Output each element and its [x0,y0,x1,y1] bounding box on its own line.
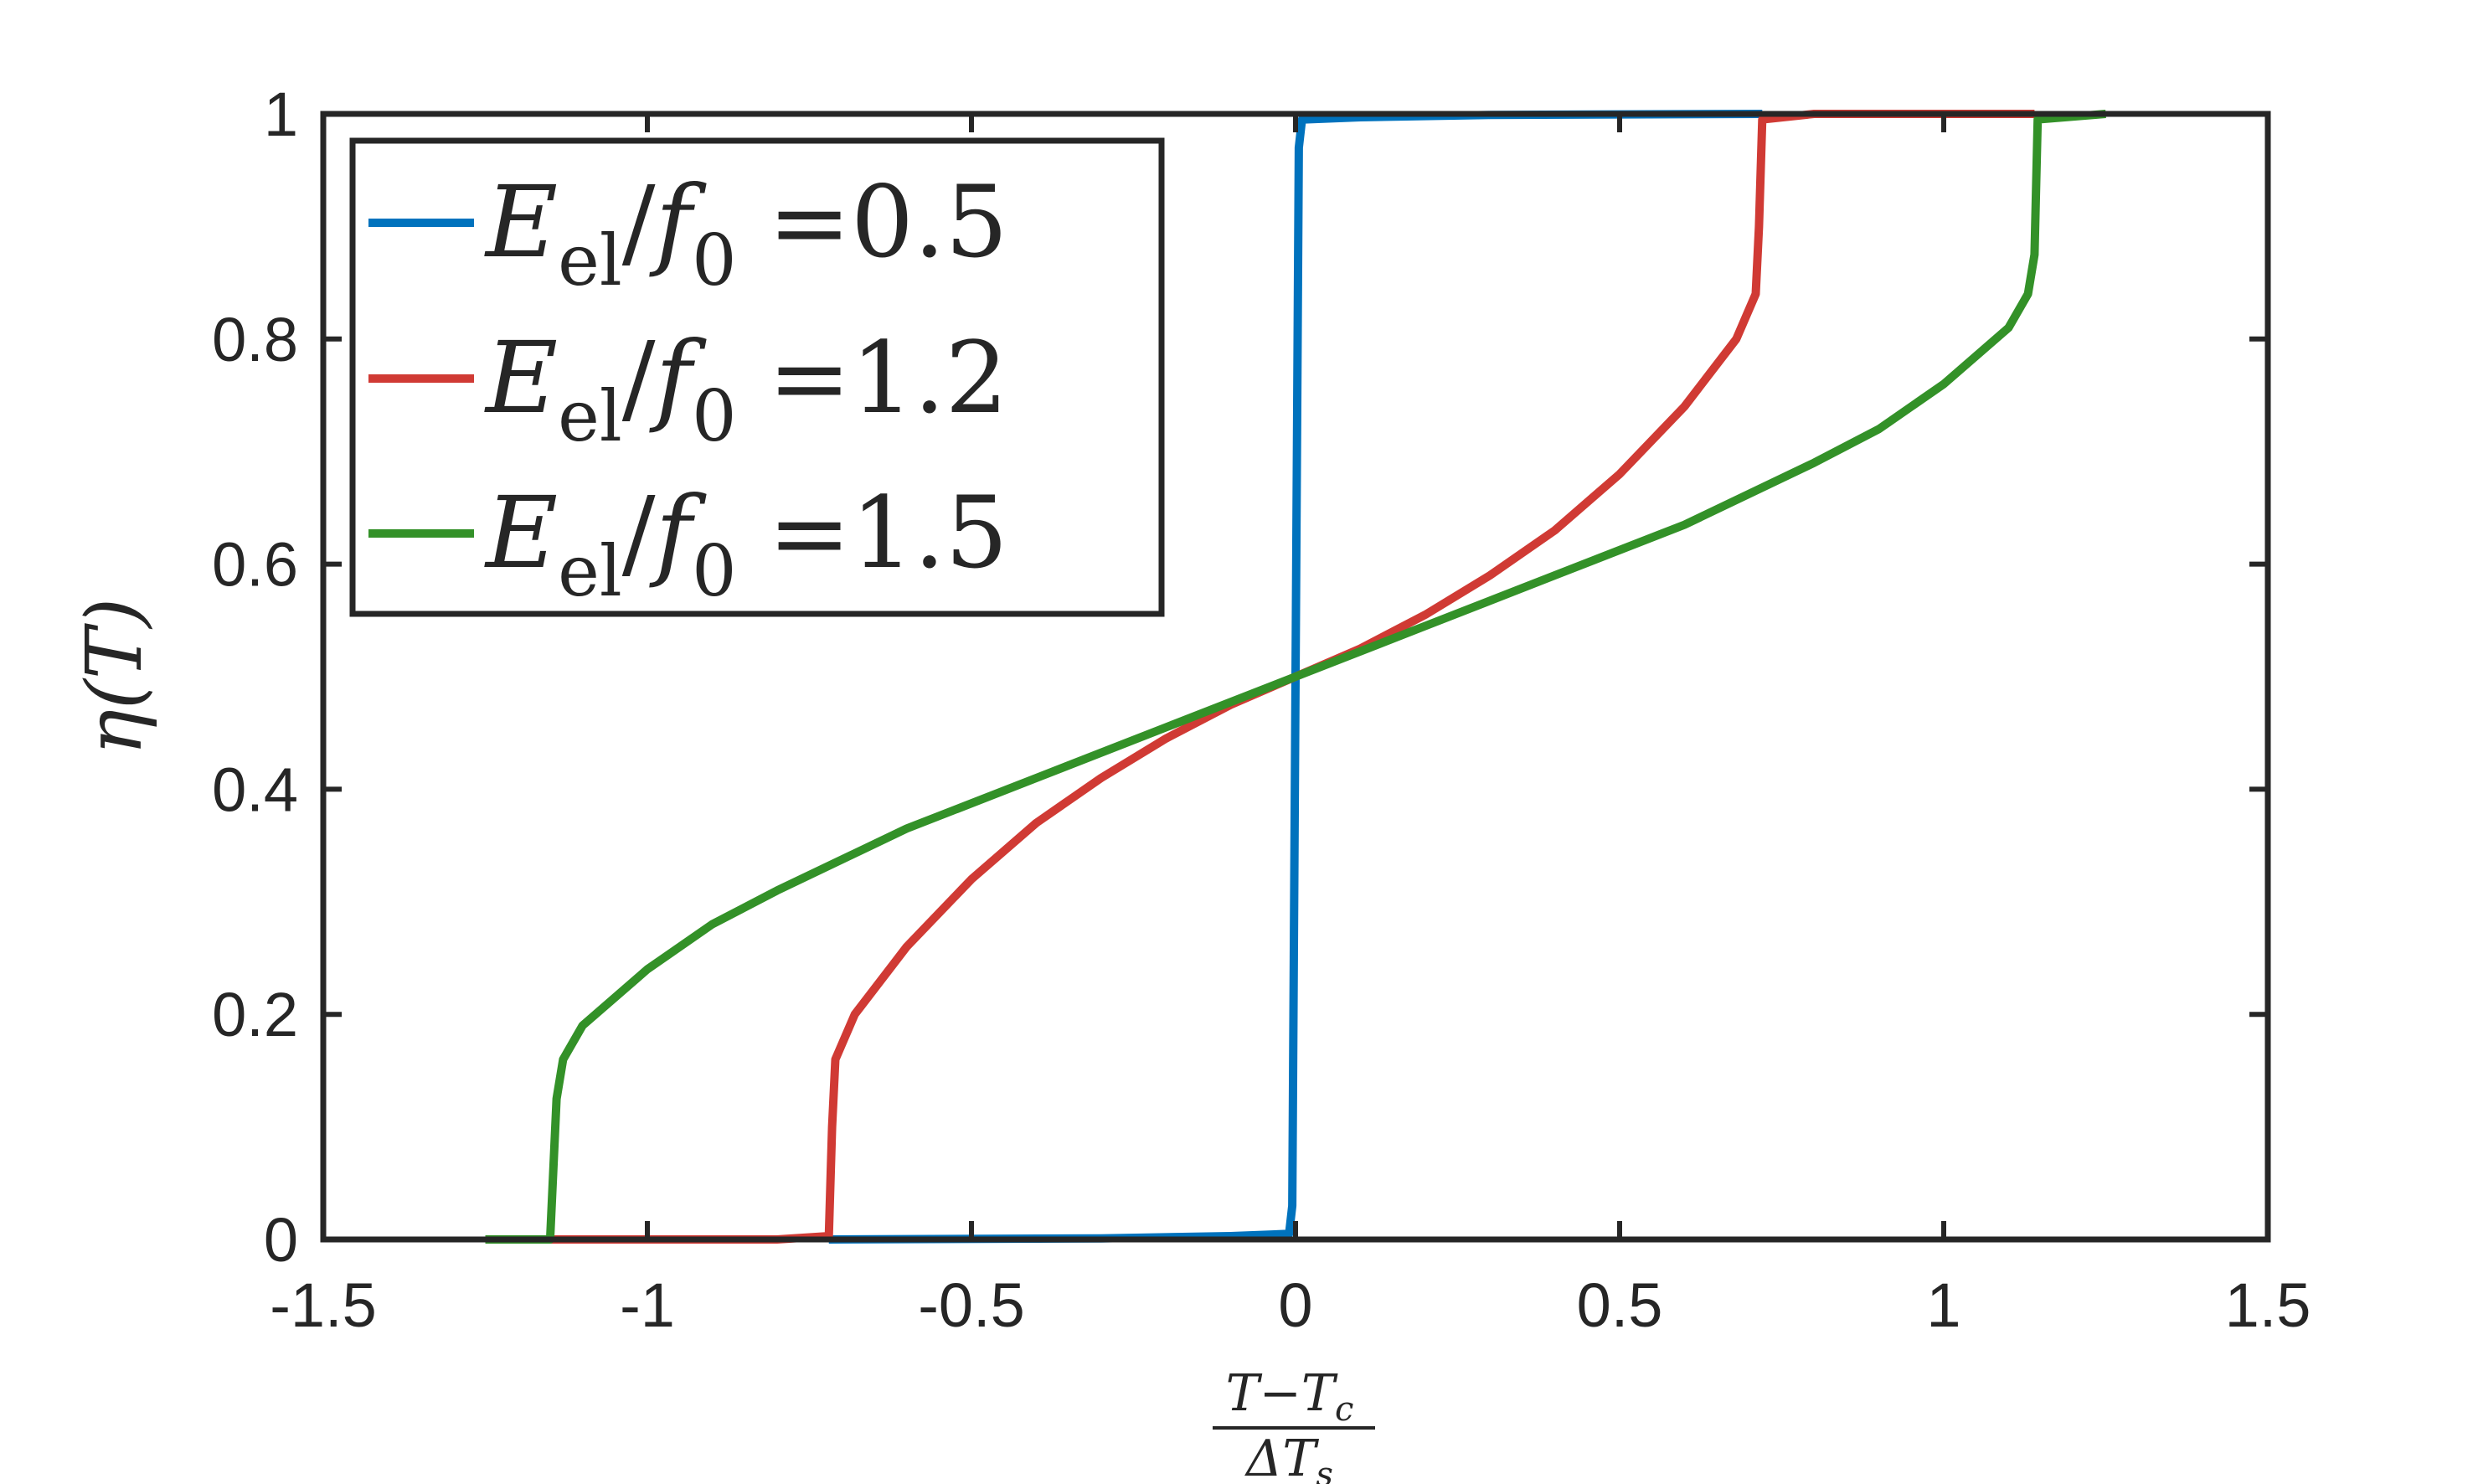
y-axis-label-symbol: η [70,709,159,755]
y-tick-label: 0.2 [212,980,298,1049]
x-axis-label-denominator-sub: s [1316,1456,1333,1484]
y-tick-label: 0.4 [212,755,298,824]
legend-label: Eel/f0 =1.5 [484,475,1008,612]
legend-item-2: Eel/f0 =1.2 [368,320,1008,457]
svg-text:η(T): η(T) [70,598,159,755]
legend-label: Eel/f0 =1.2 [484,320,1008,457]
series-line-3 [485,110,2106,1244]
x-axis-label-denominator: ΔT [1244,1430,1319,1484]
x-tick-label: 0 [1278,1270,1312,1340]
legend-item-1: Eel/f0 =0.5 [368,164,1008,301]
legend-item-3: Eel/f0 =1.5 [368,475,1008,612]
x-tick-label: 1 [1926,1270,1960,1340]
tick-layer: -1.5 -1 -0.5 0 0.5 1 1.5 0 0.2 0.4 0.6 0.8 1 [212,80,2311,1340]
x-tick-label: -0.5 [918,1270,1025,1340]
x-axis-label: T−Tc ΔTs [1213,1364,1375,1484]
legend: Eel/f0 =0.5 Eel/f0 =1.2 Eel/f0 =1.5 [349,137,1165,617]
x-tick-label: -1 [620,1270,675,1340]
y-axis-label-argument: (T) [70,598,159,709]
legend-box [349,137,1165,617]
x-axis-label-numerator-sub: c [1335,1390,1353,1429]
x-tick-label: -1.5 [270,1270,377,1340]
x-axis-label-numerator: T−T [1226,1364,1338,1423]
x-tick-label: 0.5 [1577,1270,1663,1340]
legend-label: Eel/f0 =0.5 [484,164,1008,301]
svg-text:T−Tc: T−Tc [1226,1364,1354,1429]
y-axis-label: η(T) [70,598,159,755]
y-tick-label: 0 [264,1205,298,1275]
svg-text:ΔTs: ΔTs [1244,1430,1333,1484]
x-tick-label: 1.5 [2225,1270,2311,1340]
y-tick-label: 0.8 [212,305,298,374]
y-tick-label: 0.6 [212,530,298,600]
y-tick-label: 1 [264,80,298,149]
